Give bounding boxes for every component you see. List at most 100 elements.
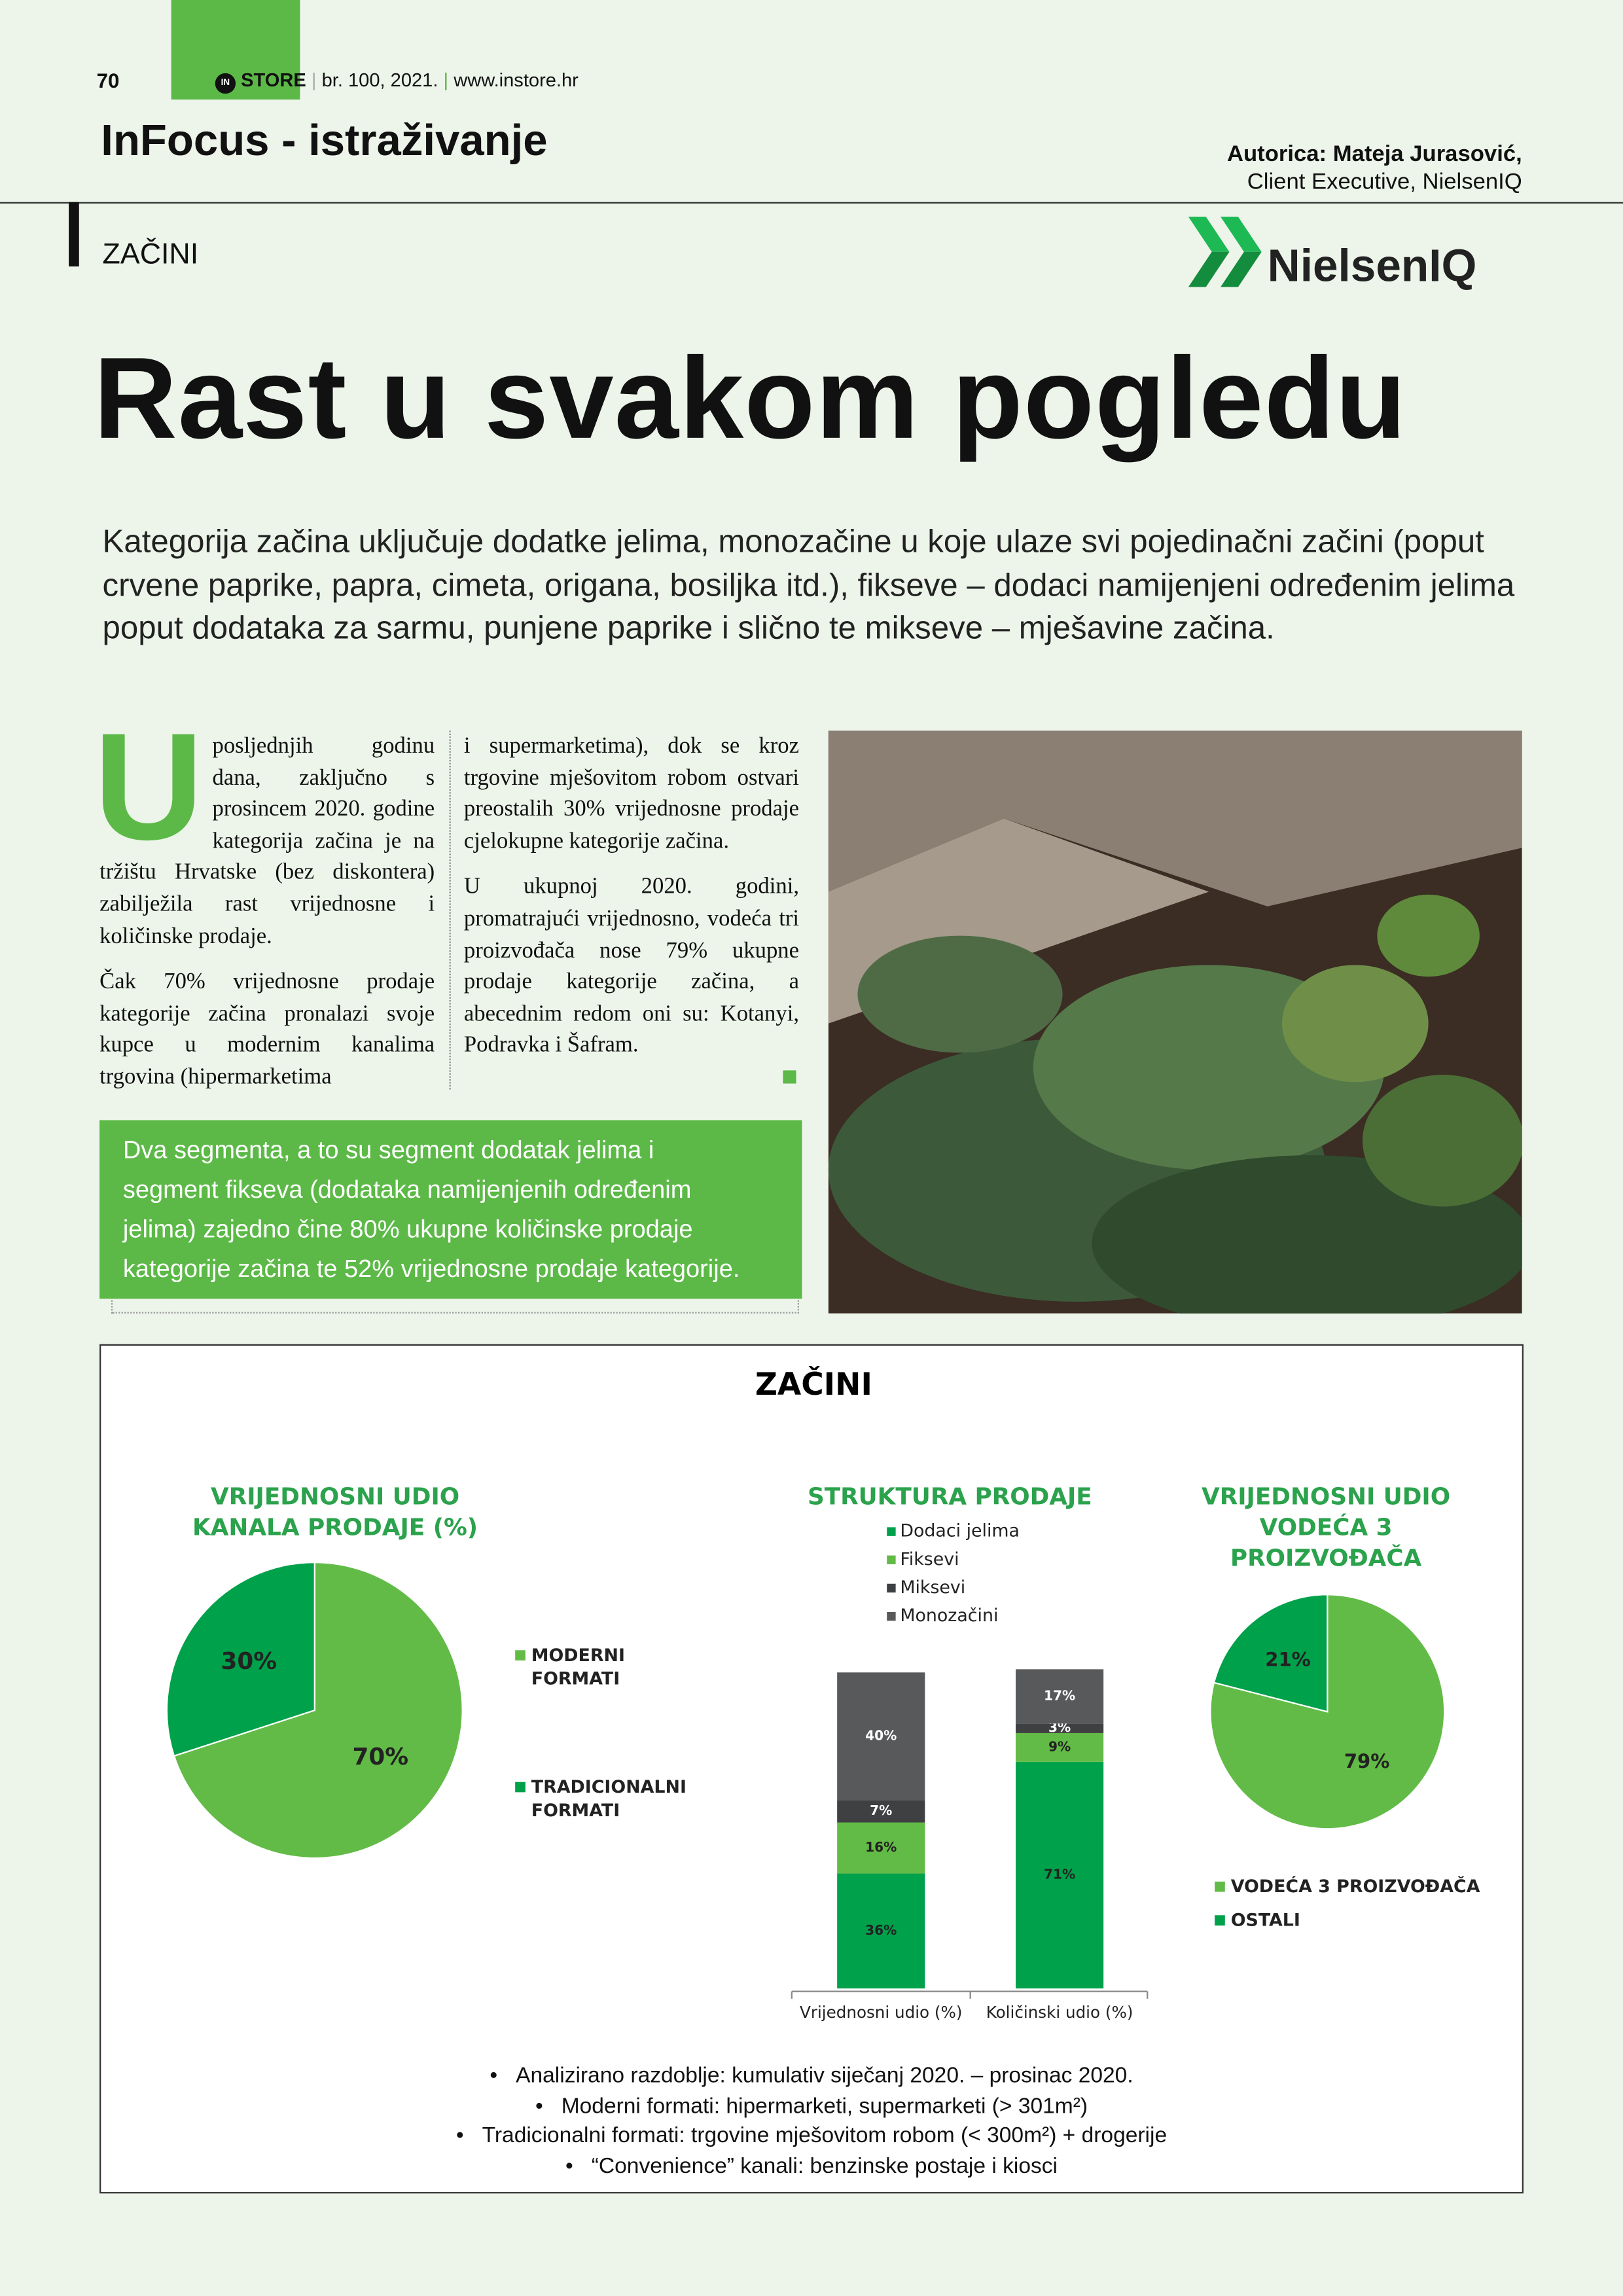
legend-swatch: [515, 1650, 526, 1660]
notes: • Analizirano razdoblje: kumulativ siječ…: [99, 2062, 1524, 2181]
page-number: 70: [96, 69, 120, 92]
note-text: Analizirano razdoblje: kumulativ siječan…: [516, 2063, 1133, 2089]
bar-segment: [837, 1672, 925, 1801]
pie-slice: [166, 1561, 315, 1757]
bar-segment: [1015, 1669, 1104, 1724]
bar-label: 17%: [1044, 1687, 1075, 1703]
legend-label: Miksevi: [900, 1577, 965, 1598]
masthead: IN STORE | br. 100, 2021. | www.instore.…: [215, 69, 579, 94]
bar-label: 16%: [865, 1839, 897, 1855]
chevron: [1221, 217, 1262, 252]
legend-swatch: [515, 1782, 526, 1793]
chevron: [1188, 251, 1230, 287]
slice-label: 21%: [1265, 1649, 1311, 1671]
chevron: [1221, 251, 1262, 287]
paragraph: posljednjih godinu dana, zaključno s pro…: [99, 733, 435, 948]
bar-segment: [837, 1873, 925, 1989]
note: • Moderni formati: hipermarketi, superma…: [535, 2093, 1088, 2119]
brand: NielsenIQ: [1267, 240, 1477, 292]
bar-segment: [1015, 1723, 1104, 1733]
section: InFocus - istraživanje: [101, 117, 548, 166]
issue: br. 100, 2021.: [321, 69, 438, 91]
highlight-box: Dva segmenta, a to su segment dodatak je…: [99, 1120, 802, 1299]
article-title: Rast u svakom pogledu: [94, 332, 1407, 463]
bar-segment: [1015, 1761, 1104, 1989]
note-text: Moderni formati: hipermarketi, supermark…: [561, 2093, 1088, 2119]
chart-title: KANALA PRODAJE (%): [192, 1515, 478, 1541]
photo: [828, 730, 1522, 1314]
leaf: [1363, 1075, 1522, 1207]
herb: [857, 935, 1063, 1053]
legend-swatch: [1215, 1881, 1225, 1892]
bar-label: 7%: [870, 1803, 892, 1818]
bar-segment: [837, 1800, 925, 1823]
bar-label: 9%: [1048, 1738, 1071, 1754]
pie-slice: [173, 1561, 463, 1859]
chevron: [1188, 217, 1230, 252]
legend-label: VODEĆA 3 PROIZVOĐAČA: [1231, 1876, 1480, 1897]
pie-slice: [1209, 1594, 1446, 1830]
infographic-title: ZAČINI: [755, 1367, 872, 1403]
bar-label: 36%: [865, 1922, 897, 1938]
slice-label: 70%: [353, 1744, 409, 1770]
legend-swatch: [887, 1527, 896, 1536]
lead: Kategorija začina uključuje dodatke jeli…: [102, 522, 1515, 646]
legend-label: Monozačini: [900, 1605, 998, 1626]
separator: |: [311, 69, 317, 91]
x-tick-label: Količinski udio (%): [986, 2003, 1133, 2022]
paragraph: U ukupnoj 2020. godini, promatrajući vri…: [463, 874, 800, 1058]
note-text: “Convenience” kanali: benzinske postaje …: [591, 2153, 1058, 2178]
legend-label: OSTALI: [1231, 1910, 1300, 1931]
highlight-text: Dva segmenta, a to su segment dodatak je…: [122, 1136, 740, 1283]
category-bar: [69, 202, 79, 267]
cloth: [828, 730, 1522, 906]
leaf: [1377, 894, 1480, 977]
leaf: [1281, 965, 1429, 1083]
author: Autorica: Mateja Jurasović,: [1226, 142, 1522, 168]
chart-title: PROIZVOĐAČA: [1230, 1545, 1422, 1572]
column-1: U posljednjih godinu dana, zaključno s p…: [94, 711, 435, 1107]
legend-swatch: [887, 1555, 896, 1565]
pie-slice: [1213, 1594, 1329, 1713]
logo-in: IN: [215, 73, 236, 94]
legend-label: TRADICIONALNI: [531, 1777, 687, 1797]
bar-label: 71%: [1044, 1866, 1075, 1882]
column-rule: [449, 730, 451, 1090]
note: • “Convenience” kanali: benzinske postaj…: [565, 2153, 1058, 2178]
separator: |: [443, 69, 449, 91]
bar-segment: [837, 1822, 925, 1874]
drop-cap: U: [94, 702, 204, 873]
header-rule: [0, 202, 1623, 204]
website: www.instore.hr: [454, 69, 579, 91]
chart-title: STRUKTURA PRODAJE: [808, 1484, 1092, 1511]
slice-label: 79%: [1344, 1750, 1390, 1772]
legend-label: MODERNI: [531, 1645, 625, 1666]
column-2: i supermarketima), dok se kroz trgovine …: [464, 730, 799, 1076]
logo-store: STORE: [241, 69, 306, 91]
legend-label: Dodaci jelima: [900, 1521, 1020, 1541]
slice-label: 30%: [221, 1648, 277, 1675]
author-role: Client Executive, NielsenIQ: [1247, 170, 1522, 195]
chart-title: VRIJEDNOSNI UDIO: [1202, 1484, 1450, 1511]
end-mark: [783, 1070, 796, 1084]
note-text: Tradicionalni formati: trgovine mješovit…: [482, 2123, 1168, 2148]
legend-label: FORMATI: [531, 1801, 620, 1821]
bar-segment: [1015, 1732, 1104, 1762]
legend-swatch: [887, 1583, 896, 1593]
legend-label: FORMATI: [531, 1669, 620, 1689]
bar-label: 40%: [865, 1727, 897, 1743]
legend-swatch: [887, 1611, 896, 1621]
legend-label: Fiksevi: [900, 1549, 959, 1570]
category: ZAČINI: [102, 238, 199, 271]
legend-swatch: [1215, 1915, 1225, 1926]
note: • Analizirano razdoblje: kumulativ siječ…: [490, 2063, 1133, 2089]
brand-mark: [1188, 217, 1262, 287]
chart-title: VODEĆA 3: [1260, 1514, 1393, 1541]
paragraph: i supermarketima), dok se kroz trgovine …: [463, 733, 800, 853]
note: • Tradicionalni formati: trgovine mješov…: [455, 2123, 1168, 2148]
paragraph: Čak 70% vrijednosne prodaje kategorije z…: [99, 969, 435, 1090]
